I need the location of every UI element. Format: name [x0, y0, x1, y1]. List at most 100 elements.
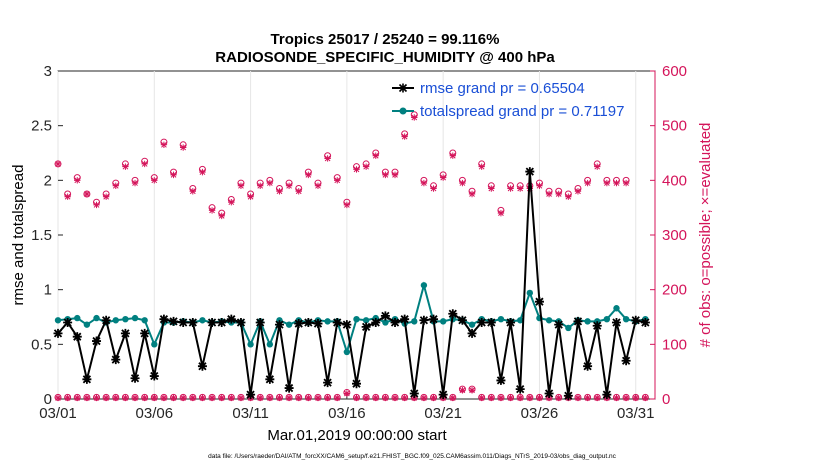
obs-evaluated-marker — [401, 133, 408, 140]
obs-evaluated-marker — [603, 179, 611, 187]
obs-evaluated-marker — [122, 163, 129, 170]
obs-evaluated-low-marker — [314, 394, 322, 402]
legend-rmse-marker — [398, 83, 408, 93]
x-tick-label: 03/26 — [521, 405, 559, 422]
obs-evaluated-marker — [131, 179, 139, 187]
y-tick-label-right: 400 — [662, 172, 687, 189]
obs-evaluated-marker — [622, 179, 630, 187]
rmse-point — [631, 315, 641, 325]
rmse-point — [621, 356, 631, 366]
obs-evaluated-low-marker — [179, 394, 187, 402]
rmse-point — [506, 317, 516, 327]
obs-evaluated-marker — [295, 188, 302, 195]
obs-evaluated-marker — [112, 182, 119, 189]
obs-evaluated-marker — [353, 166, 360, 173]
obs-evaluated-marker — [420, 179, 428, 187]
totalspread-point — [622, 315, 630, 323]
obs-evaluated-low-marker — [584, 394, 591, 402]
obs-evaluated-low-marker — [83, 394, 91, 402]
y-label-left: rmse and totalspread — [10, 165, 27, 306]
y-tick-label-right: 200 — [662, 282, 687, 299]
totalspread-point — [497, 315, 505, 323]
obs-evaluated-marker — [179, 144, 187, 151]
obs-evaluated-low-marker — [151, 394, 158, 402]
obs-evaluated-low-marker — [642, 394, 649, 402]
totalspread-point — [526, 289, 534, 297]
totalspread-point — [247, 341, 254, 348]
rmse-point — [583, 361, 593, 371]
obs-evaluated-low-marker — [488, 394, 495, 402]
y-tick-label-right: 0 — [662, 391, 670, 408]
rmse-point — [429, 314, 439, 324]
obs-evaluated-marker — [83, 190, 91, 198]
obs-evaluated-marker — [74, 177, 81, 184]
obs-evaluated-low-marker — [372, 394, 379, 402]
rmse-point — [140, 328, 150, 338]
rmse-point — [313, 319, 323, 329]
obs-evaluated-marker — [324, 155, 331, 162]
obs-evaluated-marker — [430, 185, 437, 192]
obs-evaluated-low-marker — [208, 394, 216, 402]
rmse-point — [323, 378, 333, 388]
obs-evaluated-marker — [208, 207, 216, 214]
obs-evaluated-marker — [305, 171, 312, 179]
obs-evaluated-marker — [343, 201, 351, 209]
totalspread-point — [54, 317, 62, 324]
obs-evaluated-marker — [372, 152, 379, 159]
obs-evaluated-marker — [257, 182, 264, 189]
rmse-point — [400, 314, 410, 324]
obs-evaluated-low-marker — [141, 394, 148, 402]
obs-evaluated-marker — [64, 193, 71, 200]
rmse-point — [265, 374, 275, 384]
totalspread-point — [151, 341, 158, 348]
y-tick-label-left: 2.5 — [31, 118, 52, 135]
y-axis-right: 0 100 200 300 400 500 600 — [650, 63, 687, 408]
x-label: Mar.01,2019 00:00:00 start — [267, 427, 447, 444]
obs-evaluated-low-marker — [536, 394, 543, 402]
y-tick-label-right: 100 — [662, 336, 687, 353]
obs-evaluated-marker — [411, 114, 418, 121]
obs-evaluated-low-marker — [334, 394, 341, 402]
obs-evaluated-marker — [536, 182, 543, 189]
rmse-point — [63, 317, 73, 327]
rmse-point — [409, 389, 419, 399]
obs-evaluated-marker — [516, 185, 524, 192]
rmse-point — [207, 317, 217, 327]
totalspread-point — [343, 348, 351, 356]
obs-evaluated-low-marker — [594, 394, 601, 402]
totalspread-point — [468, 321, 476, 328]
y-tick-label-left: 1.5 — [31, 227, 52, 244]
totalspread-point — [74, 314, 81, 322]
totalspread-point — [411, 318, 418, 325]
obs-evaluated-low-marker — [237, 394, 245, 402]
obs-evaluated-low-marker — [468, 387, 476, 394]
obs-evaluated-low-marker — [102, 394, 110, 402]
totalspread-point — [584, 318, 591, 325]
obs-evaluated-marker — [478, 163, 485, 170]
obs-evaluated-low-marker — [170, 394, 177, 402]
obs-evaluated-low-marker — [93, 394, 100, 402]
rmse-point — [332, 317, 342, 327]
rmse-point — [246, 390, 256, 400]
obs-evaluated-low-marker — [131, 394, 139, 402]
rmse-point — [120, 328, 130, 338]
obs-evaluated-low-marker — [266, 394, 274, 402]
obs-evaluated-marker — [565, 193, 572, 200]
totalspread-point — [382, 319, 389, 326]
obs-evaluated-marker — [54, 160, 62, 168]
obs-evaluated-marker — [285, 182, 293, 189]
obs-evaluated-low-marker — [295, 394, 302, 402]
obs-evaluated-marker — [488, 185, 495, 192]
totalspread-point — [613, 305, 620, 312]
rmse-point — [169, 316, 179, 326]
rmse-point — [640, 317, 650, 327]
totalspread-point — [516, 317, 524, 324]
obs-evaluated-low-marker — [324, 394, 331, 402]
rmse-point — [380, 311, 390, 321]
y-tick-label-left: 2 — [44, 172, 52, 189]
rmse-point — [554, 320, 564, 330]
obs-evaluated-marker — [314, 182, 322, 189]
rmse-point — [130, 373, 140, 383]
obs-evaluated-low-marker — [199, 394, 206, 402]
